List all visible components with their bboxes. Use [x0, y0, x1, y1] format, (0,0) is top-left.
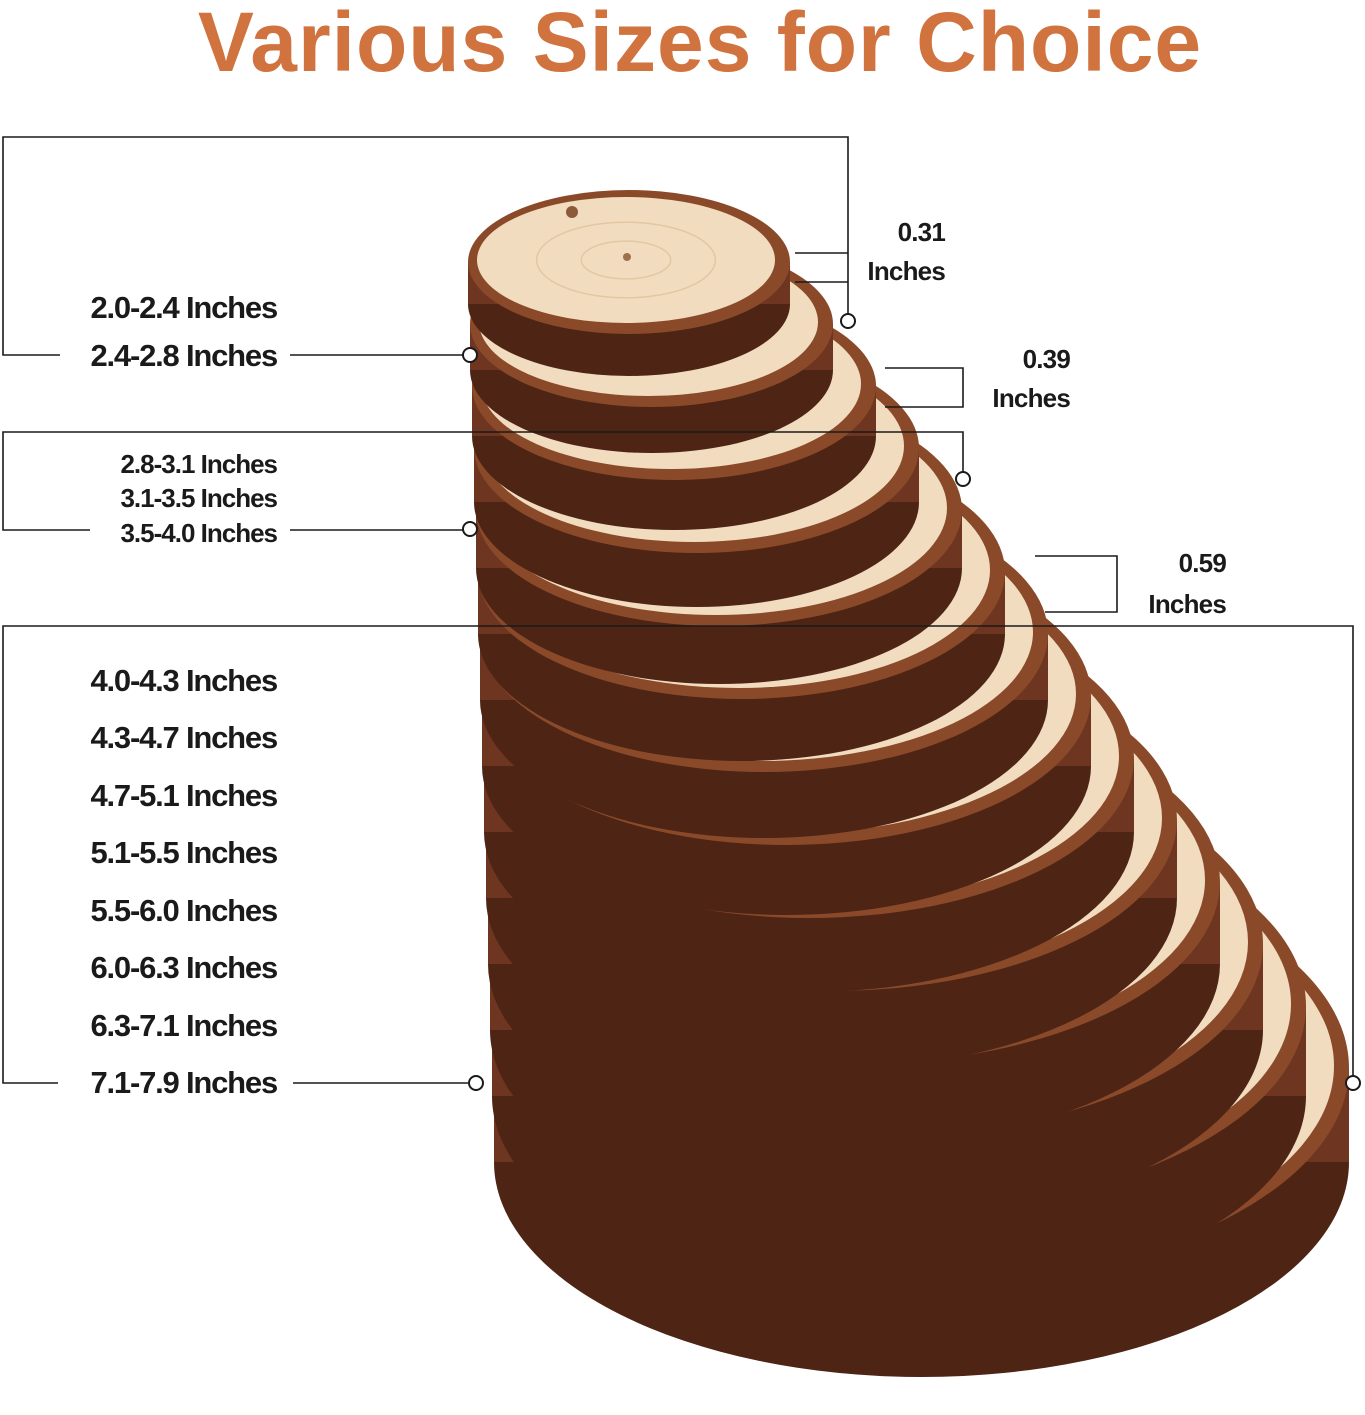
thickness-label-3: 0.59 Inches [1136, 543, 1226, 625]
size-label: 4.0-4.3 Inches [90, 663, 278, 698]
thickness-unit: Inches [992, 383, 1070, 413]
thickness-bracket-2 [885, 367, 964, 408]
hole [566, 206, 578, 218]
size-label: 3.1-3.5 Inches [120, 483, 278, 513]
pith [623, 253, 631, 261]
marker-dot [1345, 1075, 1361, 1091]
thickness-unit: Inches [1148, 589, 1226, 619]
size-label: 5.5-6.0 Inches [90, 893, 278, 928]
size-label: 2.4-2.8 Inches [90, 338, 278, 373]
marker-dot [955, 471, 971, 487]
size-label: 6.0-6.3 Inches [90, 950, 278, 985]
slice-ring [580, 240, 672, 280]
thickness-value: 0.31 [897, 217, 946, 247]
marker-dot [462, 347, 478, 363]
bracket-group-3 [2, 625, 1354, 1084]
thickness-label-2: 0.39 Inches [980, 340, 1070, 418]
size-label: 2.8-3.1 Inches [120, 449, 278, 479]
thickness-label-1: 0.31 Inches [855, 213, 945, 291]
size-label: 2.0-2.4 Inches [90, 290, 278, 325]
bracket-group-1 [2, 136, 849, 356]
thickness-bracket-3 [1035, 555, 1118, 613]
thickness-value: 0.39 [1022, 344, 1071, 374]
marker-dot [840, 313, 856, 329]
title: Various Sizes for Choice [197, 0, 1203, 89]
size-label: 6.3-7.1 Inches [90, 1008, 278, 1043]
thickness-unit: Inches [867, 256, 945, 286]
slice-ring [535, 221, 717, 299]
size-label: 4.7-5.1 Inches [90, 778, 278, 813]
size-label: 3.5-4.0 Inches [120, 518, 278, 548]
size-label: 4.3-4.7 Inches [90, 720, 278, 755]
size-label: 7.1-7.9 Inches [90, 1065, 278, 1100]
bracket-group-2 [2, 431, 964, 531]
thickness-value: 0.59 [1178, 548, 1227, 578]
wood-slice [468, 190, 790, 376]
size-label: 5.1-5.5 Inches [90, 835, 278, 870]
marker-dot [468, 1075, 484, 1091]
marker-dot [462, 521, 478, 537]
